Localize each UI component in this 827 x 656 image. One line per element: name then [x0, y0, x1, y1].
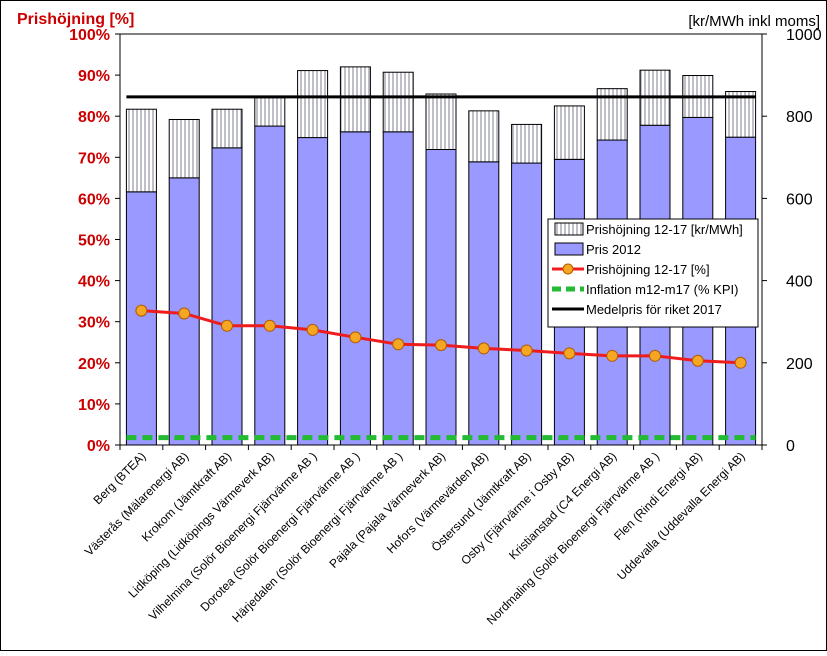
marker-price-increase-percent: [435, 339, 447, 352]
marker-price-increase-percent: [178, 307, 191, 320]
marker-price-increase-percent: [349, 331, 362, 344]
right-tick-label: 600: [786, 191, 813, 208]
bar-price-increase: [468, 110, 500, 163]
right-tick-label: 1000: [786, 27, 822, 44]
bar-price-increase: [211, 108, 243, 149]
left-tick-label: 70%: [78, 150, 110, 167]
bar-price-2012: [425, 148, 457, 446]
marker-price-increase-percent: [691, 354, 704, 367]
bar-price-increase: [168, 118, 200, 179]
bar-price-increase: [511, 123, 543, 164]
left-tick-label: 20%: [78, 356, 110, 373]
bar-price-2012: [297, 137, 329, 446]
legend-label-increase-bar: Prishöjning 12-17 [kr/MWh]: [586, 222, 743, 237]
marker-price-increase-percent: [221, 319, 233, 332]
left-tick-label: 10%: [78, 397, 110, 414]
legend: Prishöjning 12-17 [kr/MWh] Pris 2012 Pri…: [547, 218, 759, 328]
bar-price-2012: [125, 191, 157, 446]
marker-price-increase-percent: [306, 323, 319, 336]
bar-price-increase: [553, 105, 585, 160]
left-axis-title: Prishöjning [%]: [17, 11, 134, 28]
legend-label-average-price: Medelpris för riket 2017: [586, 302, 722, 317]
bar-price-increase: [425, 93, 457, 150]
right-tick-label: 0: [786, 438, 795, 455]
lines-group: [126, 95, 756, 441]
marker-price-increase-percent: [520, 344, 533, 357]
bar-price-increase: [339, 66, 371, 133]
left-tick-label: 50%: [78, 233, 110, 250]
right-tick-label: 400: [786, 274, 813, 291]
legend-marker-increase-percent: [562, 263, 574, 275]
bar-price-2012: [254, 125, 286, 446]
left-tick-label: 90%: [78, 68, 110, 85]
marker-price-increase-percent: [263, 319, 276, 332]
left-tick-label: 40%: [78, 274, 110, 291]
bar-price-2012: [468, 161, 500, 446]
right-tick-label: 200: [786, 356, 813, 373]
left-tick-label: 30%: [78, 315, 110, 332]
left-tick-label: 80%: [78, 109, 110, 126]
legend-label-price-2012: Pris 2012: [586, 242, 641, 257]
category-labels: Berg (BTEA)Västerås (Mälarenergi AB)Krok…: [82, 449, 748, 627]
left-tick-label: 0%: [87, 438, 110, 455]
legend-label-inflation: Inflation m12-m17 (% KPI): [586, 282, 738, 297]
bar-price-increase: [125, 108, 157, 193]
bar-price-2012: [382, 131, 414, 446]
bar-price-increase: [725, 91, 757, 138]
axes-group: 0% 10% 20% 30% 40% 50% 60% 70% 80% 90% 100% 0 200 400…: [69, 27, 822, 455]
marker-price-increase-percent: [649, 349, 661, 362]
marker-price-increase-percent: [135, 304, 148, 317]
marker-price-increase-percent: [392, 338, 405, 351]
bar-price-increase: [297, 70, 329, 139]
marker-price-increase-percent: [563, 347, 576, 360]
bars-group: [125, 66, 757, 446]
right-axis-title: [kr/MWh inkl moms]: [688, 13, 820, 30]
right-tick-label: 800: [786, 109, 813, 126]
legend-swatch-increase-bar: [554, 222, 584, 236]
bar-price-2012: [511, 162, 543, 446]
marker-price-increase-percent: [477, 342, 490, 355]
left-tick-label: 60%: [78, 191, 110, 208]
bar-price-2012: [211, 147, 243, 446]
bar-price-2012: [339, 131, 371, 446]
left-tick-label: 100%: [69, 27, 110, 44]
marker-price-increase-percent: [734, 356, 747, 369]
legend-swatch-price-2012: [554, 242, 584, 256]
bar-price-increase: [254, 97, 286, 127]
bar-price-increase: [382, 71, 414, 133]
legend-label-increase-percent: Prishöjning 12-17 [%]: [586, 262, 710, 277]
category-label: Dorotea (Solör Bioenergi Fjärrvärme AB ): [197, 449, 362, 614]
marker-price-increase-percent: [606, 349, 619, 362]
